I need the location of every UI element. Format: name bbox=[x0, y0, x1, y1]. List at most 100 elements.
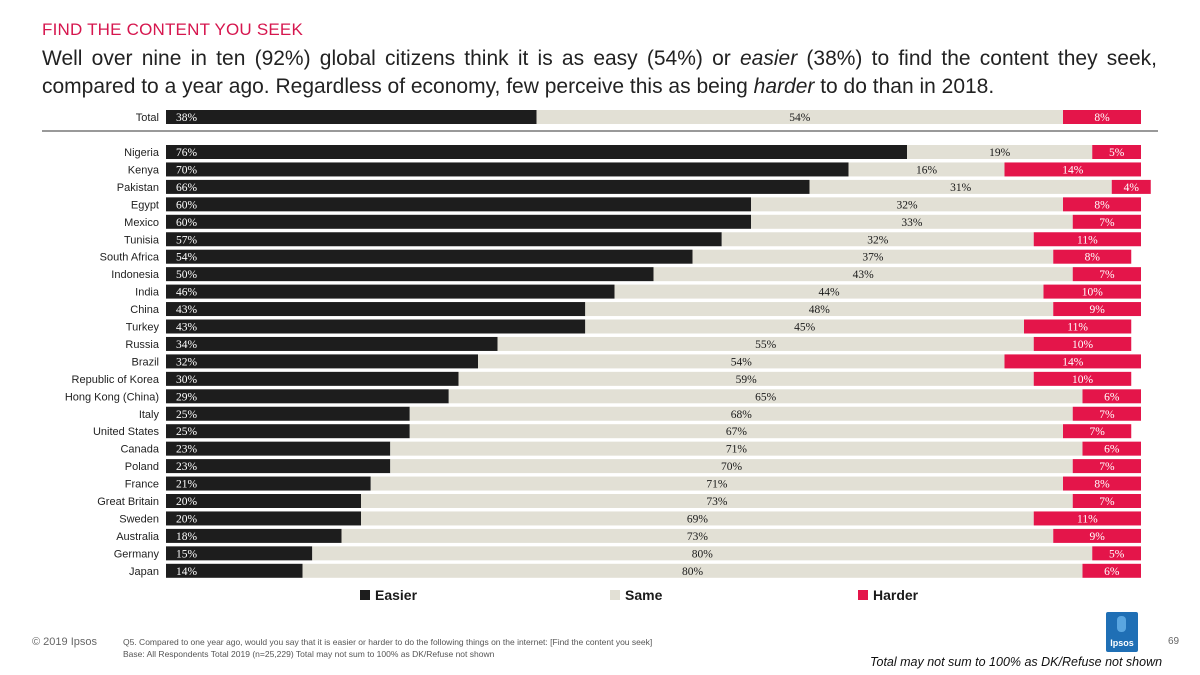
data-label-easier-egypt: 60% bbox=[176, 199, 198, 211]
data-label-harder-nigeria: 5% bbox=[1109, 147, 1125, 159]
data-label-easier-republic-of-korea: 30% bbox=[176, 374, 198, 386]
bar-harder-south-africa bbox=[1053, 249, 1132, 264]
data-label-easier-total: 38% bbox=[176, 112, 198, 124]
data-label-harder-tunisia: 11% bbox=[1077, 234, 1098, 246]
data-label-same-italy: 68% bbox=[731, 409, 753, 421]
data-label-same-pakistan: 31% bbox=[950, 182, 972, 194]
bar-same-indonesia bbox=[653, 267, 1073, 282]
question-text: Q5. Compared to one year ago, would you … bbox=[123, 637, 653, 647]
data-label-same-united-states: 67% bbox=[726, 426, 748, 438]
data-label-easier-india: 46% bbox=[176, 287, 198, 299]
bar-easier-kenya bbox=[166, 162, 849, 177]
data-label-easier-pakistan: 66% bbox=[176, 182, 198, 194]
ipsos-logo: Ipsos bbox=[1106, 612, 1138, 652]
data-label-same-total: 54% bbox=[789, 112, 811, 124]
data-label-harder-republic-of-korea: 10% bbox=[1072, 374, 1094, 386]
data-label-harder-canada: 6% bbox=[1104, 444, 1120, 456]
data-label-harder-russia: 10% bbox=[1072, 339, 1094, 351]
data-label-easier-sweden: 20% bbox=[176, 513, 198, 525]
category-label-germany: Germany bbox=[114, 548, 160, 560]
data-label-easier-south-africa: 54% bbox=[176, 252, 198, 264]
headline-part-2: (38%) to find the content they seek, com… bbox=[42, 47, 1157, 98]
data-label-easier-nigeria: 76% bbox=[176, 147, 198, 159]
data-label-same-poland: 70% bbox=[721, 461, 743, 473]
bar-easier-united-states bbox=[166, 424, 410, 439]
bar-harder-egypt bbox=[1063, 197, 1141, 212]
data-label-easier-poland: 23% bbox=[176, 461, 198, 473]
data-label-harder-indonesia: 7% bbox=[1099, 269, 1115, 281]
legend-swatch-easier bbox=[360, 590, 370, 600]
bar-same-great-britain bbox=[361, 494, 1073, 508]
bar-harder-pakistan bbox=[1111, 179, 1151, 194]
bar-same-sweden bbox=[361, 511, 1034, 526]
category-label-egypt: Egypt bbox=[131, 199, 159, 211]
headline-part-3: to do than in 2018. bbox=[814, 75, 995, 98]
category-label-india: India bbox=[135, 287, 160, 299]
data-label-easier-indonesia: 50% bbox=[176, 269, 198, 281]
data-label-harder-india: 10% bbox=[1082, 287, 1104, 299]
bar-same-india bbox=[614, 284, 1044, 299]
bar-easier-republic-of-korea bbox=[166, 371, 459, 386]
data-label-same-sweden: 69% bbox=[687, 513, 709, 525]
bar-harder-china bbox=[1053, 302, 1141, 317]
bar-same-russia bbox=[497, 336, 1034, 351]
bar-harder-great-britain bbox=[1072, 494, 1141, 508]
bar-harder-russia bbox=[1033, 336, 1132, 351]
bar-easier-great-britain bbox=[166, 494, 361, 508]
data-label-harder-italy: 7% bbox=[1099, 409, 1115, 421]
bar-harder-united-states bbox=[1063, 424, 1132, 439]
data-label-harder-united-states: 7% bbox=[1089, 426, 1105, 438]
data-label-harder-australia: 9% bbox=[1089, 531, 1105, 543]
bar-easier-total bbox=[166, 110, 537, 124]
bar-same-japan bbox=[302, 563, 1083, 578]
data-label-same-india: 44% bbox=[818, 287, 840, 299]
data-label-same-south-africa: 37% bbox=[862, 252, 884, 264]
category-label-poland: Poland bbox=[125, 461, 159, 473]
data-label-easier-france: 21% bbox=[176, 479, 198, 491]
data-label-easier-china: 43% bbox=[176, 304, 198, 316]
data-label-harder-kenya: 14% bbox=[1062, 164, 1084, 176]
data-label-harder-great-britain: 7% bbox=[1099, 496, 1115, 508]
data-label-harder-pakistan: 4% bbox=[1124, 182, 1140, 194]
legend-label-harder: Harder bbox=[873, 587, 919, 603]
data-label-easier-japan: 14% bbox=[176, 566, 198, 578]
bar-easier-brazil bbox=[166, 354, 478, 369]
bar-easier-south-africa bbox=[166, 249, 693, 264]
data-label-same-france: 71% bbox=[706, 479, 728, 491]
bar-easier-italy bbox=[166, 406, 410, 421]
category-label-china: China bbox=[130, 304, 160, 316]
bar-same-pakistan bbox=[809, 179, 1112, 194]
data-label-easier-tunisia: 57% bbox=[176, 234, 198, 246]
data-label-easier-australia: 18% bbox=[176, 531, 198, 543]
bar-easier-russia bbox=[166, 336, 498, 351]
bar-easier-sweden bbox=[166, 511, 361, 526]
bar-easier-australia bbox=[166, 528, 342, 543]
category-label-tunisia: Tunisia bbox=[124, 234, 160, 246]
category-label-japan: Japan bbox=[129, 566, 159, 578]
category-label-great-britain: Great Britain bbox=[97, 496, 159, 508]
bar-same-mexico bbox=[751, 214, 1073, 229]
headline-part-1: Well over nine in ten (92%) global citiz… bbox=[42, 47, 740, 70]
category-label-kenya: Kenya bbox=[128, 164, 160, 176]
data-label-easier-hong-kong-china: 29% bbox=[176, 391, 198, 403]
bottom-note: Total may not sum to 100% as DK/Refuse n… bbox=[870, 655, 1163, 669]
data-label-easier-canada: 23% bbox=[176, 444, 198, 456]
bar-harder-poland bbox=[1072, 459, 1141, 474]
category-label-united-states: United States bbox=[93, 426, 160, 438]
data-label-harder-sweden: 11% bbox=[1077, 513, 1098, 525]
bar-easier-egypt bbox=[166, 197, 751, 212]
data-label-easier-italy: 25% bbox=[176, 409, 198, 421]
bar-easier-india bbox=[166, 284, 615, 299]
copyright: © 2019 Ipsos bbox=[32, 636, 97, 648]
category-label-australia: Australia bbox=[116, 531, 160, 543]
bar-same-kenya bbox=[848, 162, 1005, 177]
bar-same-south-africa bbox=[692, 249, 1054, 264]
legend-label-same: Same bbox=[625, 587, 663, 603]
bar-harder-sweden bbox=[1033, 511, 1141, 526]
data-label-same-turkey: 45% bbox=[794, 322, 816, 334]
data-label-harder-china: 9% bbox=[1089, 304, 1105, 316]
bar-easier-mexico bbox=[166, 214, 751, 229]
category-label-brazil: Brazil bbox=[131, 356, 159, 368]
bar-harder-germany bbox=[1092, 546, 1141, 561]
bar-easier-canada bbox=[166, 441, 391, 456]
